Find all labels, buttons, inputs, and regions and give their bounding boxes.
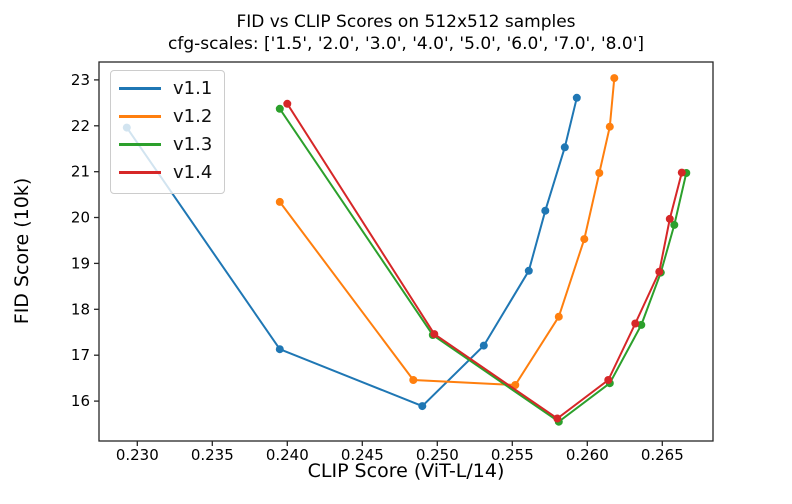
series-line-v1.2 [278, 78, 616, 387]
series-marker-v1.4 [283, 99, 292, 108]
chart-title: FID vs CLIP Scores on 512x512 samples [236, 12, 576, 32]
plot-border [98, 61, 714, 442]
series-marker-v1.3 [670, 220, 679, 229]
series-marker-v1.2 [595, 169, 604, 177]
series-line-v1.1 [125, 97, 578, 408]
series-marker-v1.2 [580, 235, 589, 244]
y-tick-label: 22 [71, 117, 90, 135]
x-tick-label: 0.250 [416, 446, 459, 464]
series-marker-v1.4 [430, 330, 439, 339]
legend-item-v1.3: v1.3 [119, 130, 212, 158]
series-marker-v1.2 [605, 122, 614, 131]
y-tick-label: 18 [71, 300, 90, 318]
legend-label-v1.3: v1.3 [173, 133, 213, 155]
x-tick-label: 0.255 [491, 446, 534, 464]
series-marker-v1.3 [637, 320, 646, 329]
series-marker-v1.2 [511, 381, 520, 389]
legend-label-v1.4: v1.4 [173, 161, 213, 183]
series-marker-v1.4 [604, 376, 613, 384]
legend-label-v1.2: v1.2 [173, 105, 213, 127]
chart-subtitle: cfg-scales: ['1.5', '2.0', '3.0', '4.0',… [167, 34, 645, 54]
x-tick-label: 0.245 [341, 446, 384, 464]
legend-item-v1.2: v1.2 [119, 102, 212, 130]
series-marker-v1.4 [631, 319, 640, 328]
legend-line-v1.3 [119, 142, 161, 146]
series-marker-v1.2 [409, 376, 418, 384]
legend-item-v1.1: v1.1 [119, 74, 212, 102]
x-tick-label: 0.265 [641, 446, 684, 464]
y-axis-label: FID Score (10k) [11, 177, 33, 325]
x-tick-label: 0.235 [191, 446, 234, 464]
x-axis-label: CLIP Score (ViT-L/14) [307, 460, 505, 482]
series-line-v1.4 [286, 103, 683, 420]
series-marker-v1.1 [418, 402, 427, 411]
y-tick-label: 23 [71, 71, 90, 89]
series-marker-v1.4 [553, 414, 562, 423]
series-marker-v1.1 [275, 345, 284, 354]
series-marker-v1.1 [572, 93, 581, 102]
x-tick-label: 0.260 [566, 446, 609, 464]
legend-line-v1.4 [119, 170, 161, 174]
y-tick-label: 21 [71, 163, 90, 181]
y-tick-label: 17 [71, 346, 90, 364]
series-line-v1.3 [278, 108, 688, 423]
x-tick-label: 0.240 [266, 446, 309, 464]
series-marker-v1.1 [541, 206, 550, 215]
series-marker-v1.2 [554, 312, 563, 321]
y-tick-label: 16 [71, 392, 90, 410]
series-marker-v1.1 [560, 143, 569, 152]
legend-line-v1.1 [119, 86, 161, 90]
series-marker-v1.3 [275, 104, 284, 113]
title-block: FID vs CLIP Scores on 512x512 samples cf… [99, 11, 713, 55]
y-tick-label: 19 [71, 254, 90, 272]
y-tick-label: 20 [71, 209, 90, 227]
legend-line-v1.2 [119, 114, 161, 118]
series-marker-v1.4 [655, 267, 664, 276]
legend-label-v1.1: v1.1 [173, 77, 213, 99]
series-marker-v1.2 [610, 74, 619, 83]
series-marker-v1.4 [677, 168, 686, 177]
series-marker-v1.1 [479, 341, 488, 350]
x-tick-label: 0.230 [116, 446, 159, 464]
series-marker-v1.4 [665, 214, 674, 223]
legend-item-v1.4: v1.4 [119, 158, 212, 186]
series-marker-v1.1 [524, 266, 533, 275]
series-marker-v1.2 [275, 197, 284, 206]
legend: v1.1 v1.2 v1.3 v1.4 [110, 70, 226, 194]
